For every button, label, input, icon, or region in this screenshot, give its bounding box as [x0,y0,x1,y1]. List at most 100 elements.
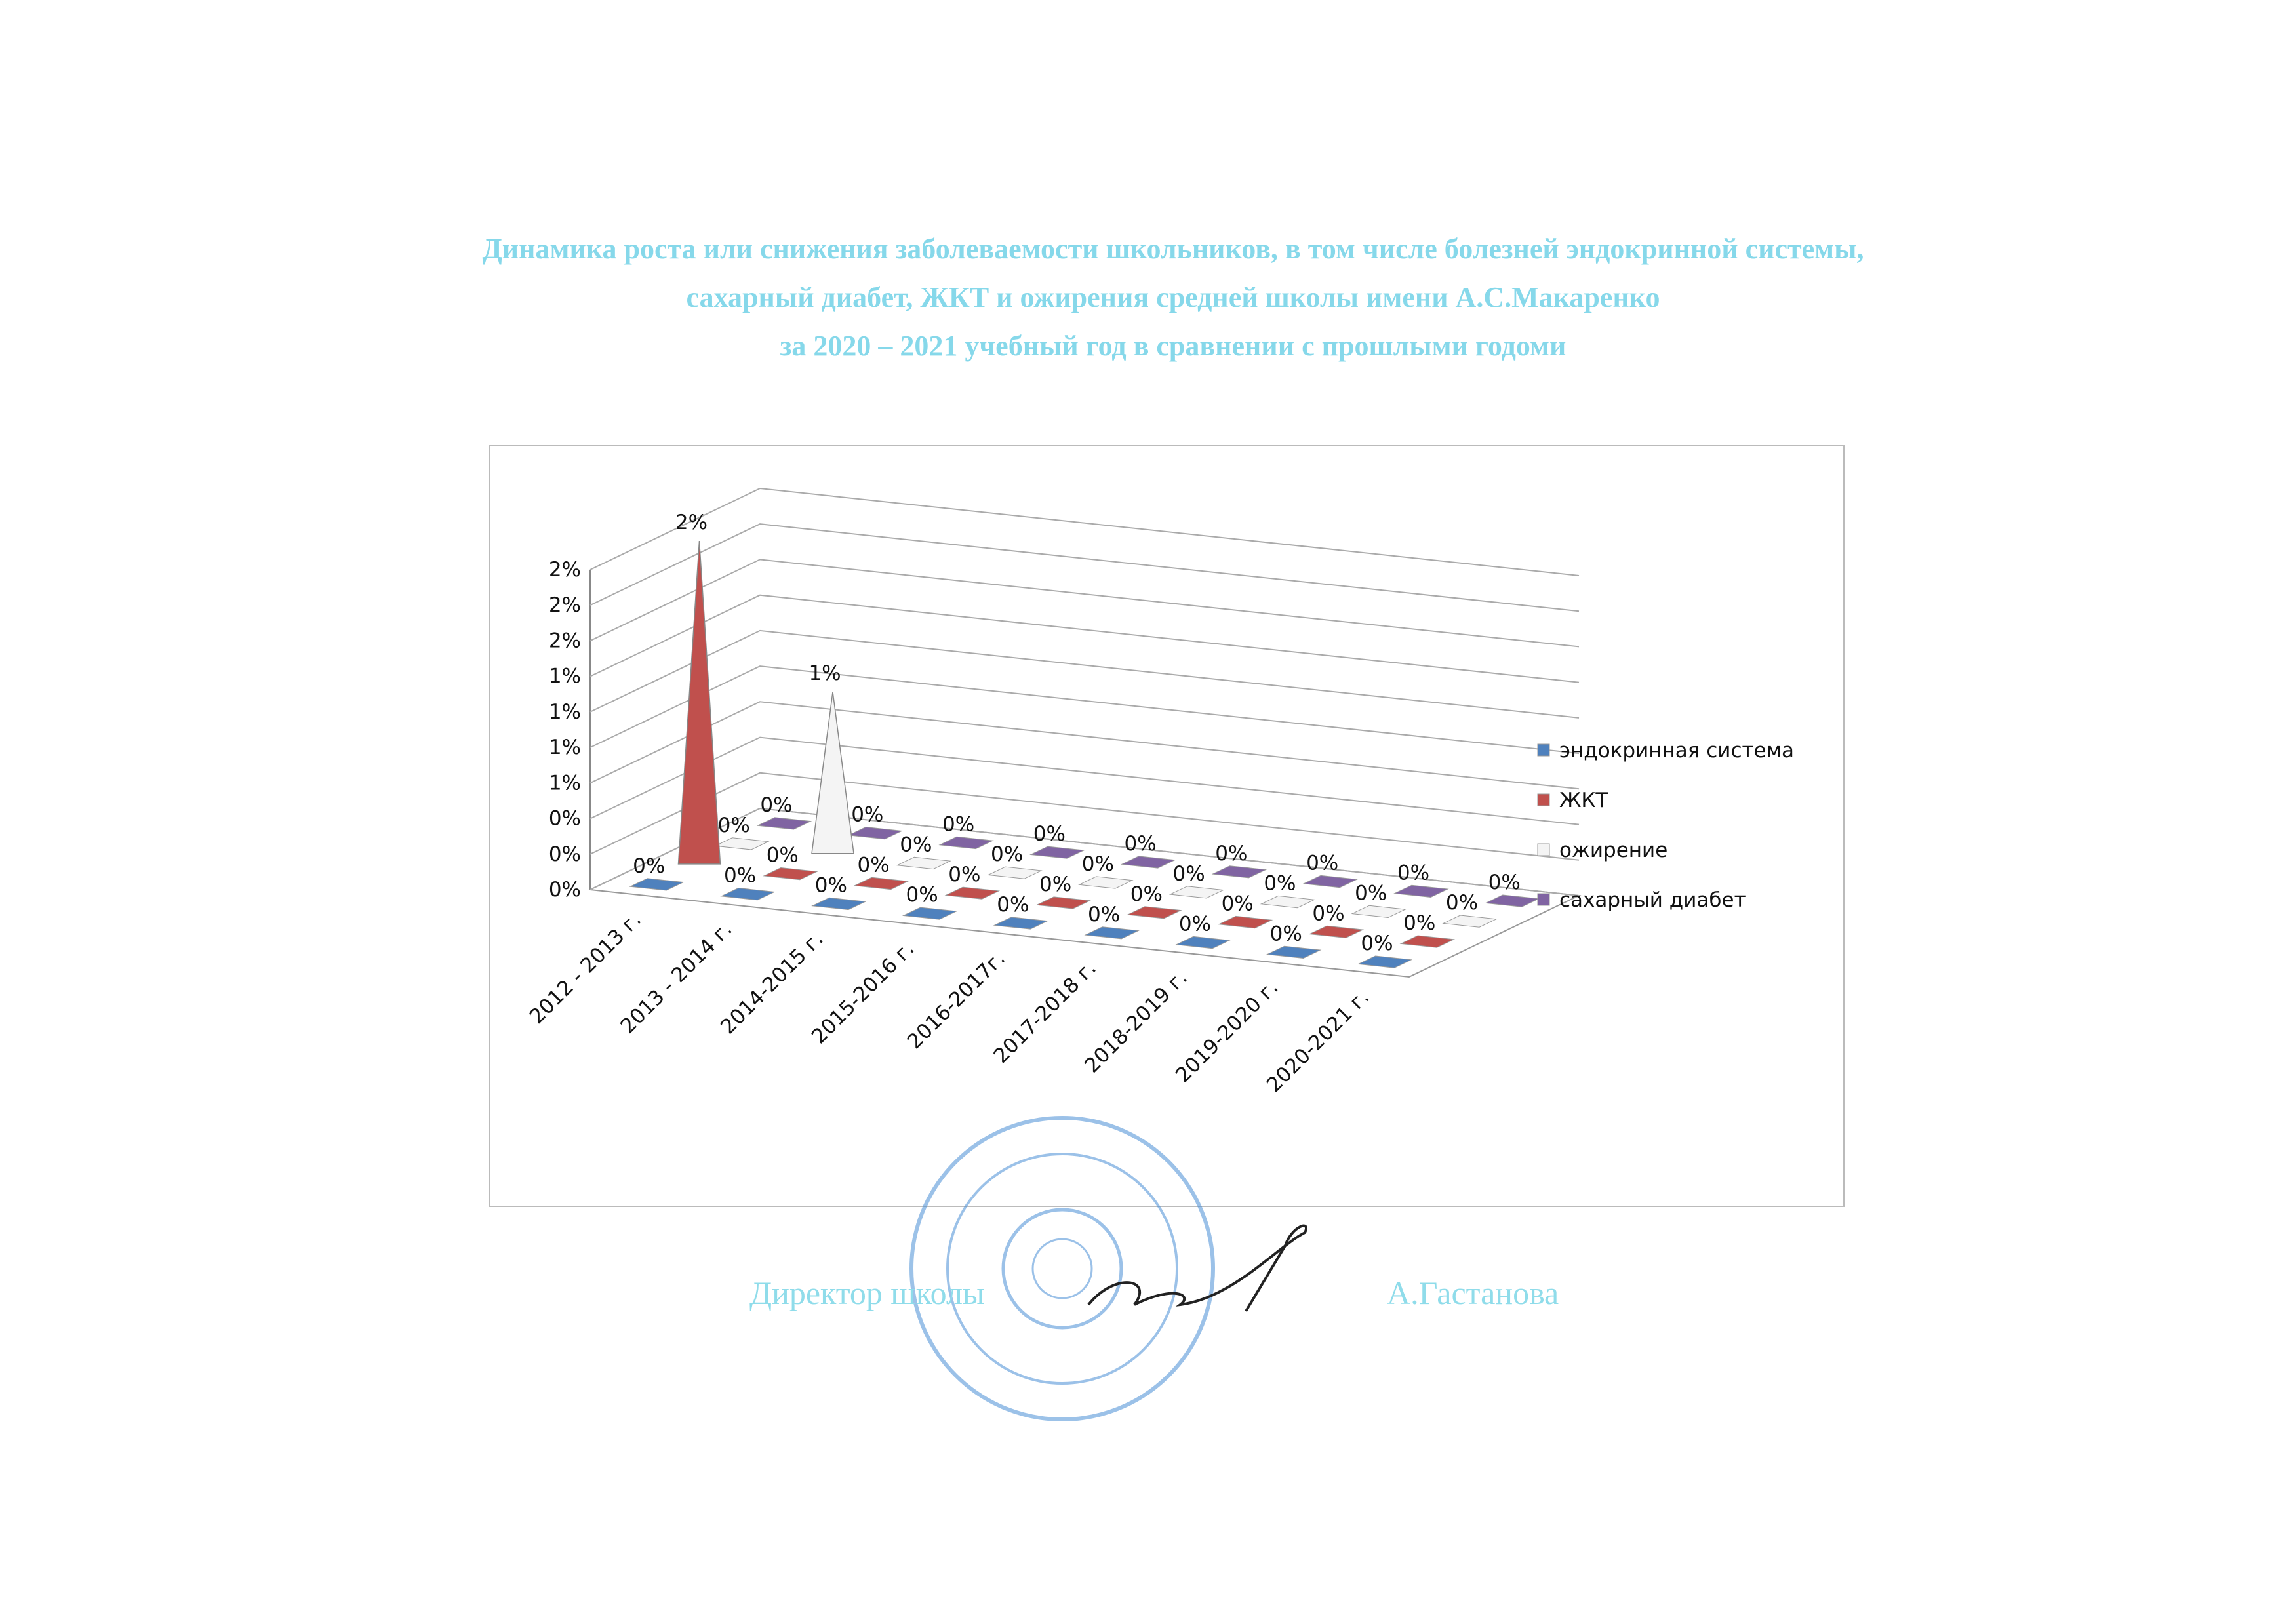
cone [1484,894,1540,907]
data-label: 2% [675,511,708,534]
cone [1084,926,1140,940]
data-label: 0% [633,854,665,878]
y-tick-label: 0% [549,842,581,866]
cone [811,897,867,911]
title-line: Динамика роста или снижения заболеваемос… [483,233,1864,265]
grid-line [589,594,1580,683]
x-tick-label: 2020-2021 г. [1262,985,1374,1097]
data-label: 0% [1215,842,1247,865]
data-label: 0% [1488,871,1521,894]
data-label: 0% [857,853,889,877]
data-label: 0% [948,863,980,886]
y-tick-label: 1% [549,665,581,688]
cone [1399,935,1456,948]
cone [720,887,776,901]
data-label: 0% [1173,862,1205,886]
cone [1175,936,1231,949]
x-tick-label: 2019-2020 г. [1171,976,1283,1087]
grid-line [589,807,1580,896]
chart: 0%0%0%1%1%1%1%2%2%2%2012 - 2013 г.2013 -… [525,487,1794,1097]
cone [1217,915,1273,929]
y-tick-label: 1% [549,700,581,724]
cone [1302,875,1358,888]
legend-swatch [1537,793,1550,806]
title-line: сахарный диабет, ЖКТ и ожирения средней … [687,281,1660,313]
data-label: 0% [942,812,974,836]
cone [1442,915,1498,928]
y-tick-label: 1% [549,736,581,759]
position: Директор школы [749,1275,985,1311]
data-label: 0% [1082,852,1114,876]
stamp [909,1116,1215,1421]
grid-line [589,701,1580,790]
title-line: за 2020 – 2021 учебный год в сравнении с… [780,330,1567,362]
x-tick-label: 2018-2019 г. [1080,966,1191,1077]
data-label: 0% [1222,892,1254,916]
signature [1087,1224,1307,1313]
data-label: 0% [900,833,932,856]
cone [629,878,685,891]
data-label: 0% [991,842,1023,866]
y-tick-label: 0% [549,878,581,901]
legend-swatch [1537,843,1550,856]
data-label: 0% [1125,832,1157,856]
data-label: 0% [1403,911,1435,935]
legend-label: ожирение [1559,839,1667,862]
x-tick-label: 2016-2017г. [903,947,1010,1054]
grid-line [589,736,1580,825]
legend-label: сахарный диабет [1559,888,1746,912]
signer-name: А.Гастанова [1387,1275,1559,1311]
x-tick-label: 2017-2018 г. [989,956,1101,1067]
cone [1393,884,1449,898]
y-tick-label: 2% [549,558,581,582]
data-label: 0% [1264,872,1296,896]
cone [1078,876,1134,889]
data-label: 0% [997,893,1029,917]
grid-line [589,629,1580,719]
data-label: 0% [718,814,750,837]
legend-label: эндокринная система [1559,739,1794,762]
cone [677,540,721,865]
cone [1260,895,1316,909]
x-tick-label: 2014-2015 г. [716,927,828,1039]
cone [1029,846,1085,859]
data-label: 0% [1130,882,1163,906]
cone [1127,906,1182,919]
cone [1035,896,1091,909]
cone [896,856,952,870]
data-label: 0% [760,793,792,817]
y-tick-label: 1% [549,771,581,795]
cone [1168,886,1225,899]
legend-label: ЖКТ [1559,789,1608,812]
cone [1120,856,1176,869]
grid-line [589,772,1580,861]
data-label: 1% [808,662,841,685]
grid-line [589,487,1580,576]
cone [938,836,994,850]
cone [756,817,812,830]
y-tick-label: 0% [549,807,581,831]
data-label: 0% [1446,891,1478,915]
data-label: 0% [724,864,756,888]
data-label: 0% [1397,861,1429,884]
cone [1308,925,1365,939]
cone [811,692,854,854]
data-label: 0% [1355,881,1387,905]
data-label: 0% [815,873,847,897]
y-tick-label: 2% [549,629,581,652]
data-label: 0% [1088,903,1120,926]
cone [1351,905,1407,919]
data-label: 0% [906,883,938,907]
cone [713,837,770,850]
x-tick-label: 2015-2016 г. [807,937,919,1048]
data-label: 0% [1306,852,1338,875]
data-label: 0% [1312,901,1344,925]
data-label: 0% [1270,922,1302,945]
cone [902,907,958,920]
data-label: 0% [1039,873,1071,896]
grid-line [589,665,1580,755]
cone [763,867,818,881]
cone [1211,865,1267,879]
data-label: 0% [767,844,799,867]
grid-line [589,523,1580,612]
